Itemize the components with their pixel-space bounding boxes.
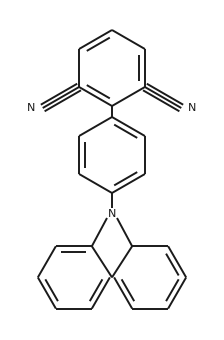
Text: N: N [108, 209, 116, 219]
Text: N: N [27, 103, 36, 113]
Text: N: N [188, 103, 197, 113]
